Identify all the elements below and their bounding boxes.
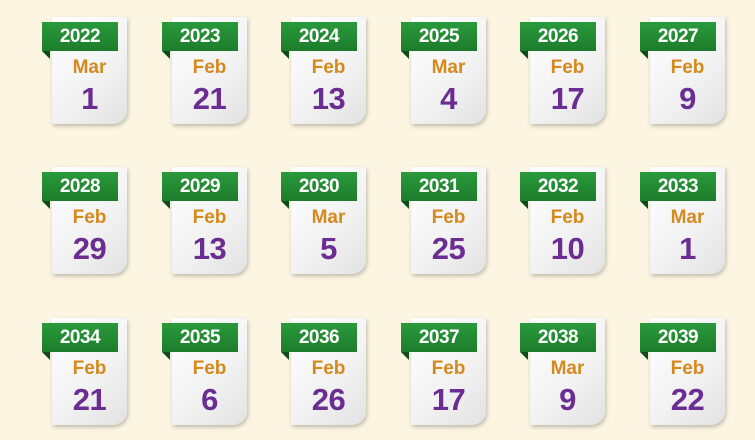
- day-number: 5: [320, 231, 337, 266]
- day-number: 21: [72, 382, 107, 417]
- banner-fold: [640, 352, 648, 360]
- date-card: 2035 Feb 6: [162, 318, 247, 425]
- year-banner: 2038: [520, 323, 596, 352]
- month-label: Feb: [431, 207, 466, 228]
- banner-fold: [401, 201, 409, 209]
- year-banner: 2022: [42, 22, 118, 51]
- date-card: 2026 Feb 17: [520, 17, 605, 124]
- year-banner: 2034: [42, 323, 118, 352]
- banner-fold: [42, 352, 50, 360]
- day-number: 22: [670, 382, 705, 417]
- banner-fold: [520, 201, 528, 209]
- date-card: 2029 Feb 13: [162, 167, 247, 274]
- month-label: Mar: [670, 207, 705, 228]
- banner-fold: [401, 352, 409, 360]
- day-number: 1: [679, 231, 696, 266]
- month-label: Mar: [431, 57, 466, 78]
- banner-fold: [162, 51, 170, 59]
- month-label: Feb: [550, 57, 585, 78]
- date-card: 2032 Feb 10: [520, 167, 605, 274]
- date-card: 2033 Mar 1: [640, 167, 725, 274]
- banner-fold: [640, 201, 648, 209]
- day-number: 4: [440, 81, 457, 116]
- year-banner: 2030: [281, 172, 357, 201]
- month-label: Feb: [431, 358, 466, 379]
- month-label: Mar: [72, 57, 107, 78]
- month-label: Feb: [670, 358, 705, 379]
- year-banner: 2035: [162, 323, 238, 352]
- year-banner: 2024: [281, 22, 357, 51]
- banner-fold: [281, 51, 289, 59]
- year-banner: 2026: [520, 22, 596, 51]
- banner-fold: [42, 51, 50, 59]
- day-number: 9: [559, 382, 576, 417]
- day-number: 21: [192, 81, 227, 116]
- date-card: 2037 Feb 17: [401, 318, 486, 425]
- month-label: Feb: [192, 57, 227, 78]
- date-card: 2023 Feb 21: [162, 17, 247, 124]
- banner-fold: [281, 201, 289, 209]
- date-card: 2031 Feb 25: [401, 167, 486, 274]
- date-card: 2036 Feb 26: [281, 318, 366, 425]
- date-card: 2039 Feb 22: [640, 318, 725, 425]
- year-banner: 2025: [401, 22, 477, 51]
- date-card: 2025 Mar 4: [401, 17, 486, 124]
- month-label: Mar: [550, 358, 585, 379]
- year-banner: 2039: [640, 323, 716, 352]
- day-number: 17: [550, 81, 585, 116]
- month-label: Feb: [670, 57, 705, 78]
- year-banner: 2027: [640, 22, 716, 51]
- year-banner: 2028: [42, 172, 118, 201]
- day-number: 25: [431, 231, 466, 266]
- month-label: Feb: [192, 207, 227, 228]
- month-label: Feb: [550, 207, 585, 228]
- banner-fold: [520, 51, 528, 59]
- date-card: 2028 Feb 29: [42, 167, 127, 274]
- day-number: 10: [550, 231, 585, 266]
- banner-fold: [162, 352, 170, 360]
- banner-fold: [520, 352, 528, 360]
- day-number: 29: [72, 231, 107, 266]
- year-banner: 2032: [520, 172, 596, 201]
- year-banner: 2031: [401, 172, 477, 201]
- month-label: Feb: [311, 358, 346, 379]
- day-number: 9: [679, 81, 696, 116]
- month-label: Feb: [192, 358, 227, 379]
- banner-fold: [281, 352, 289, 360]
- banner-fold: [640, 51, 648, 59]
- day-number: 17: [431, 382, 466, 417]
- month-label: Feb: [311, 57, 346, 78]
- date-card: 2030 Mar 5: [281, 167, 366, 274]
- date-card: 2022 Mar 1: [42, 17, 127, 124]
- day-number: 1: [81, 81, 98, 116]
- year-banner: 2033: [640, 172, 716, 201]
- year-banner: 2036: [281, 323, 357, 352]
- banner-fold: [42, 201, 50, 209]
- date-card: 2027 Feb 9: [640, 17, 725, 124]
- date-card: 2024 Feb 13: [281, 17, 366, 124]
- day-number: 6: [201, 382, 218, 417]
- date-card: 2038 Mar 9: [520, 318, 605, 425]
- banner-fold: [162, 201, 170, 209]
- year-banner: 2029: [162, 172, 238, 201]
- month-label: Feb: [72, 358, 107, 379]
- day-number: 13: [311, 81, 346, 116]
- day-number: 26: [311, 382, 346, 417]
- day-number: 13: [192, 231, 227, 266]
- month-label: Mar: [311, 207, 346, 228]
- year-banner: 2023: [162, 22, 238, 51]
- month-label: Feb: [72, 207, 107, 228]
- banner-fold: [401, 51, 409, 59]
- year-banner: 2037: [401, 323, 477, 352]
- date-card: 2034 Feb 21: [42, 318, 127, 425]
